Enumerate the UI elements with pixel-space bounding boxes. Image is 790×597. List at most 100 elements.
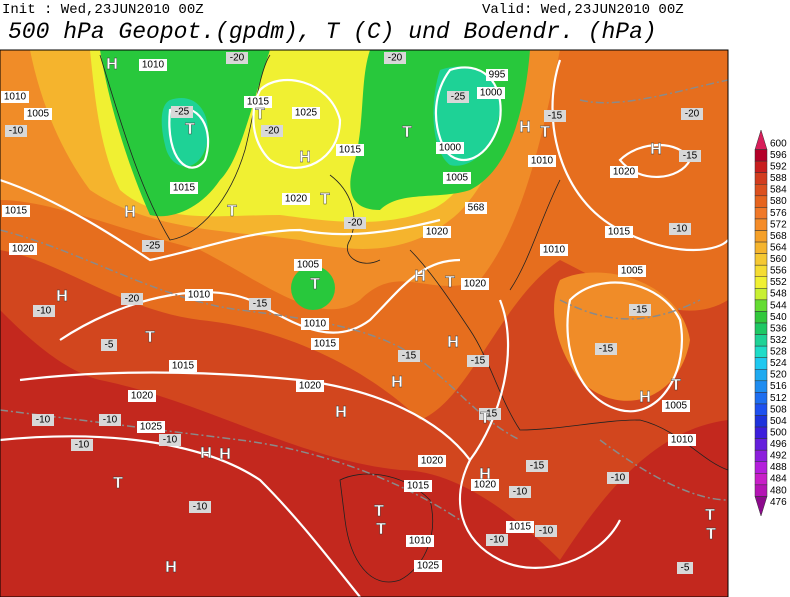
- isotherm-label: -15: [483, 409, 498, 420]
- isotherm-label: -10: [513, 487, 528, 498]
- isobar-label-box: [244, 96, 272, 108]
- colorbar-label: 596: [770, 150, 787, 161]
- colorbar-cell: [754, 392, 768, 405]
- isobar-label: 1020: [426, 227, 449, 238]
- isobar-label: 1025: [295, 108, 318, 119]
- low-marker: T: [185, 121, 195, 138]
- colorbar-cell: [754, 195, 768, 208]
- isobar-label: 1015: [173, 183, 196, 194]
- isobar-label-box: [418, 455, 446, 467]
- isobar-label: 1010: [671, 435, 694, 446]
- colorbar-cell: [754, 253, 768, 266]
- colorbar-cell: [754, 403, 768, 416]
- colorbar-label: 572: [770, 219, 787, 230]
- colorbar-cell: [754, 380, 768, 393]
- isotherm-label: -10: [37, 306, 52, 317]
- isobar-label: 1010: [304, 319, 327, 330]
- isobar-label-box: [169, 360, 197, 372]
- isobar-label: 568: [468, 203, 485, 214]
- isobar-label-box: [128, 390, 156, 402]
- colorbar-cell: [754, 426, 768, 439]
- map-frame: [0, 49, 729, 597]
- isotherm-label-box: [142, 240, 164, 252]
- isobar-label: 1010: [531, 156, 554, 167]
- isobar-label-box: [436, 142, 464, 154]
- isobar-label-box: [9, 243, 37, 255]
- isobar-label: 1015: [172, 361, 195, 372]
- field-540: [291, 266, 335, 310]
- isobar-label: 1020: [464, 279, 487, 290]
- isotherm-label: -20: [265, 126, 280, 137]
- colorbar-cell: [754, 415, 768, 428]
- colorbar-cell: [754, 264, 768, 277]
- high-marker: H: [650, 141, 662, 158]
- colorbar-label: 548: [770, 289, 787, 300]
- isobar-label: 1010: [409, 536, 432, 547]
- isobar-label-box: [465, 202, 487, 214]
- colorbar-label: 500: [770, 427, 787, 438]
- isobar-label: 1020: [131, 391, 154, 402]
- colorbar-cell: [754, 449, 768, 462]
- isotherm-label: -15: [633, 305, 648, 316]
- isobar-label: 1015: [509, 522, 532, 533]
- isobar-label-box: [404, 480, 432, 492]
- isotherm-label-box: [679, 150, 701, 162]
- isobar-label: 1015: [608, 227, 631, 238]
- isobar-label-box: [336, 144, 364, 156]
- isotherm-label-box: [467, 355, 489, 367]
- colorbar-cell: [754, 357, 768, 370]
- isobar-label: 1015: [407, 481, 430, 492]
- isotherm-label-box: [681, 108, 703, 120]
- colorbar-label: 564: [770, 242, 787, 253]
- colorbar-label: 520: [770, 370, 787, 381]
- isotherm-label-box: [629, 304, 651, 316]
- high-marker: H: [414, 268, 426, 285]
- high-marker: H: [124, 204, 136, 221]
- colorbar-label: 508: [770, 404, 787, 415]
- isotherm-label-box: [486, 534, 508, 546]
- isobar-label-box: [506, 521, 534, 533]
- isotherm-label-box: [669, 223, 691, 235]
- low-marker: T: [113, 475, 123, 492]
- isobar-label-box: [294, 259, 322, 271]
- isobar-label-box: [311, 338, 339, 350]
- isobar-label: 1015: [247, 97, 270, 108]
- isotherm-label: -25: [451, 92, 466, 103]
- colorbar-cell: [754, 322, 768, 335]
- colorbar-label: 476: [770, 497, 787, 508]
- isobar-label: 1020: [12, 244, 35, 255]
- colorbar-cell: [754, 149, 768, 162]
- isobar-label: 1020: [613, 167, 636, 178]
- isobar-label-box: [618, 265, 646, 277]
- low-marker: T: [255, 106, 265, 123]
- isotherm-label-box: [509, 486, 531, 498]
- isobar-label-box: [296, 380, 324, 392]
- isobar-label-box: [528, 155, 556, 167]
- colorbar-label: 488: [770, 462, 787, 473]
- isotherm-label: -10: [163, 435, 178, 446]
- isotherm-label: -10: [611, 473, 626, 484]
- isotherm-label-box: [526, 460, 548, 472]
- isotherm-label-box: [384, 52, 406, 64]
- isotherm-label: -20: [685, 109, 700, 120]
- colorbar-label: 552: [770, 277, 787, 288]
- colorbar-cell: [754, 218, 768, 231]
- colorbar-label: 584: [770, 185, 787, 196]
- colorbar-cell: [754, 160, 768, 173]
- isobar-label-box: [301, 318, 329, 330]
- colorbar-label: 480: [770, 485, 787, 496]
- isotherm-label-box: [261, 125, 283, 137]
- isobar-label-box: [668, 434, 696, 446]
- isotherm-label-box: [32, 414, 54, 426]
- colorbar-cell: [754, 288, 768, 301]
- isotherm-label: -20: [388, 53, 403, 64]
- isobar-label: 995: [489, 70, 506, 81]
- colorbar-label: 580: [770, 196, 787, 207]
- isotherm-label: -5: [681, 563, 690, 574]
- isotherm-label: -10: [193, 502, 208, 513]
- isotherm-label: -15: [530, 461, 545, 472]
- isobar-label-box: [414, 560, 442, 572]
- isobar-label: 1000: [480, 88, 503, 99]
